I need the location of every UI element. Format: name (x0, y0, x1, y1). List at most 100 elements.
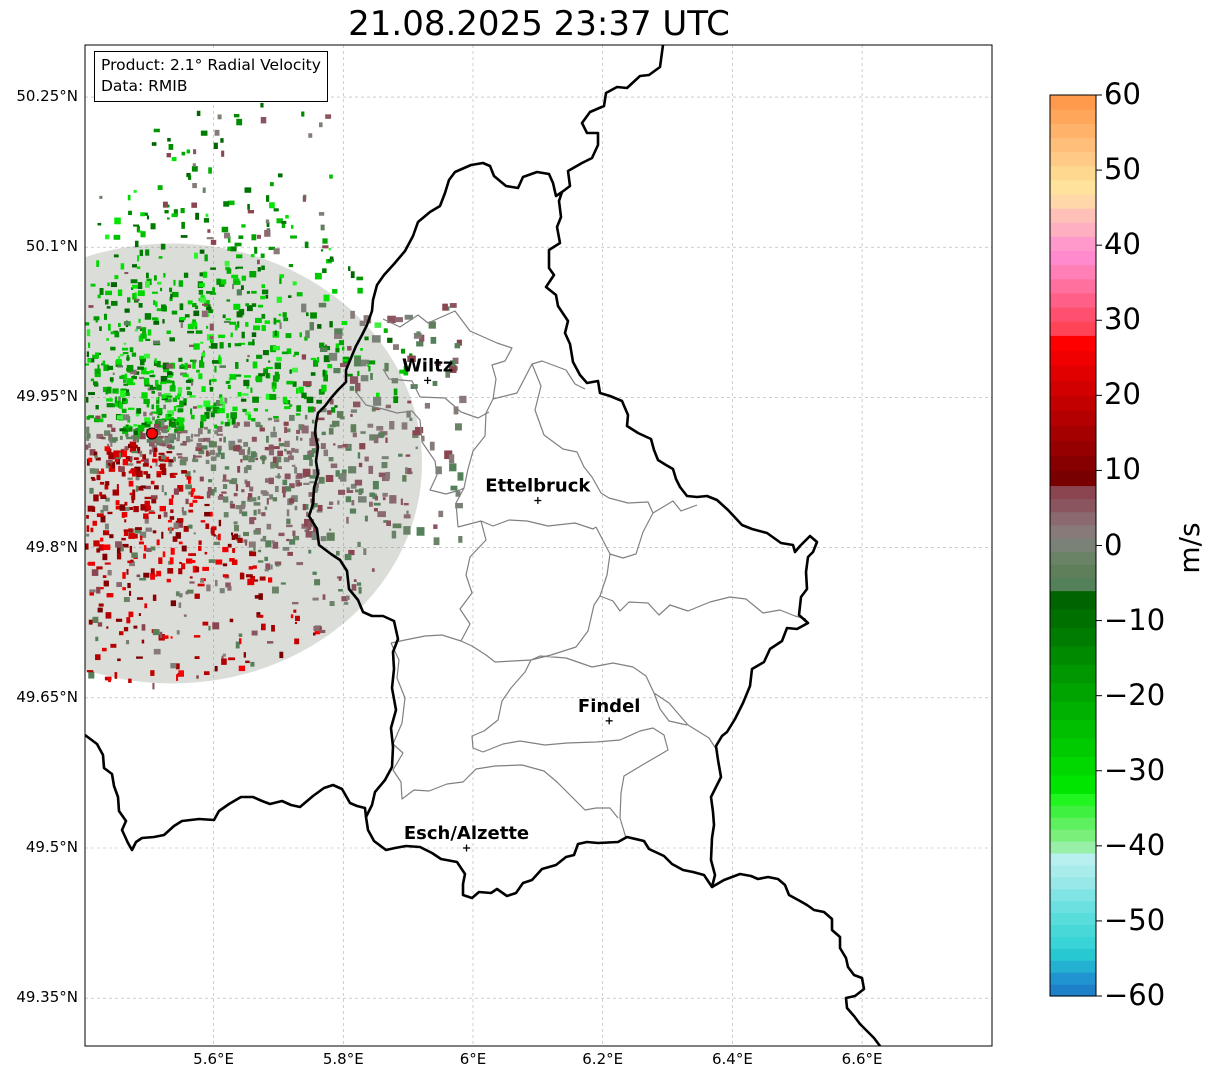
echo-pixel (88, 619, 93, 625)
echo-pixel (292, 367, 298, 373)
echo-pixel (301, 425, 309, 434)
echo-pixel (192, 303, 197, 308)
echo-pixel (131, 495, 136, 501)
echo-pixel (272, 541, 279, 549)
echo-pixel (193, 434, 200, 437)
echo-pixel (163, 272, 166, 278)
echo-pixel (239, 572, 245, 580)
echo-pixel (243, 466, 248, 474)
echo-pixel (207, 229, 211, 233)
echo-pixel (262, 535, 267, 541)
echo-pixel (132, 435, 139, 440)
echo-pixel (202, 566, 209, 571)
echo-pixel (435, 361, 441, 366)
echo-pixel (126, 357, 130, 360)
echo-pixel (160, 243, 166, 250)
echo-pixel (214, 579, 218, 587)
echo-pixel (159, 365, 164, 368)
echo-pixel (298, 386, 304, 394)
echo-pixel (403, 365, 409, 373)
echo-pixel (155, 404, 160, 410)
echo-pixel (86, 396, 89, 403)
colorbar-segment (1050, 701, 1096, 721)
echo-pixel (161, 398, 168, 401)
echo-pixel (102, 360, 106, 366)
colorbar-segment (1050, 577, 1096, 592)
city-label: Esch/Alzette (404, 823, 529, 844)
echo-pixel (251, 630, 258, 636)
echo-pixel (245, 322, 249, 327)
echo-pixel (173, 488, 179, 495)
echo-pixel (86, 351, 90, 358)
echo-pixel (122, 379, 127, 383)
echo-pixel (234, 242, 242, 247)
echo-pixel (333, 367, 341, 374)
echo-pixel (227, 585, 232, 591)
echo-pixel (135, 527, 142, 531)
echo-pixel (273, 419, 280, 423)
echo-pixel (176, 630, 180, 635)
lat-tick-label: 49.35°N (16, 988, 78, 1007)
echo-pixel (407, 400, 412, 404)
echo-pixel (116, 415, 124, 420)
echo-pixel (136, 460, 141, 464)
echo-pixel (140, 231, 146, 238)
echo-pixel (218, 334, 226, 338)
echo-pixel (123, 627, 129, 632)
echo-pixel (240, 285, 244, 290)
echo-pixel (276, 356, 282, 362)
echo-pixel (294, 448, 299, 453)
echo-pixel (210, 412, 215, 418)
echo-pixel (231, 478, 238, 485)
echo-pixel (259, 427, 265, 432)
colorbar (1049, 94, 1102, 997)
echo-pixel (194, 252, 198, 259)
echo-pixel (213, 402, 218, 406)
echo-pixel (221, 491, 227, 494)
echo-pixel (151, 390, 156, 394)
echo-pixel (199, 249, 205, 254)
echo-pixel (230, 246, 237, 252)
echo-pixel (287, 551, 294, 556)
echo-pixel (85, 543, 89, 550)
echo-pixel (360, 348, 363, 351)
echo-pixel (202, 187, 206, 193)
colorbar-tick-label: 20 (1104, 377, 1141, 412)
colorbar-segment (1050, 321, 1096, 336)
echo-pixel (158, 435, 164, 439)
echo-pixel (458, 536, 463, 543)
echo-pixel (140, 459, 145, 462)
echo-pixel (232, 406, 238, 412)
echo-pixel (245, 660, 250, 664)
echo-pixel (153, 423, 159, 428)
echo-pixel (137, 366, 144, 370)
echo-pixel (323, 355, 330, 363)
echo-pixel (158, 427, 165, 431)
echo-pixel (265, 366, 273, 370)
echo-pixel (241, 511, 248, 517)
echo-pixel (199, 361, 205, 368)
echo-pixel (415, 426, 424, 434)
echo-pixel (311, 532, 318, 541)
echo-pixel (421, 435, 425, 442)
colorbar-segment (1050, 793, 1096, 806)
echo-pixel (127, 582, 131, 589)
echo-pixel (385, 471, 391, 480)
echo-pixel (262, 350, 269, 356)
echo-pixel (243, 441, 249, 447)
colorbar-segment (1050, 440, 1096, 456)
echo-pixel (294, 638, 300, 645)
echo-pixel (304, 336, 308, 341)
echo-pixel (293, 609, 297, 613)
echo-pixel (274, 319, 281, 323)
echo-pixel (145, 527, 152, 532)
echo-pixel (372, 480, 379, 490)
echo-pixel (358, 462, 363, 468)
echo-pixel (253, 502, 261, 506)
echo-pixel (289, 539, 296, 545)
colorbar-segment (1050, 425, 1096, 441)
echo-pixel (212, 406, 220, 414)
echo-pixel (292, 464, 296, 467)
echo-pixel (296, 435, 299, 441)
echo-pixel (385, 437, 388, 443)
